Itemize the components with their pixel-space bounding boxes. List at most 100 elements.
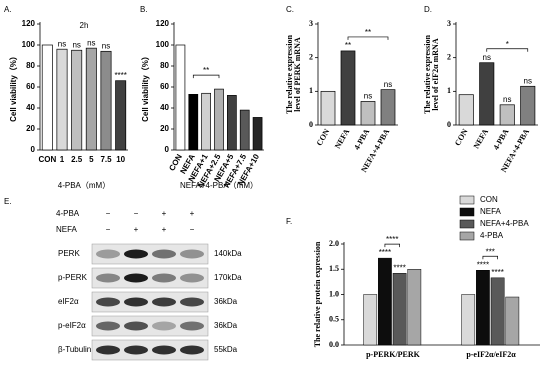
blot-strip [91, 339, 209, 361]
bar [320, 90, 336, 126]
comparison-bracket [347, 36, 389, 40]
panel-label: C. [286, 5, 294, 14]
band-size: 170kDa [214, 273, 242, 282]
bar [85, 47, 97, 151]
protein-label: eIF2α [58, 297, 79, 306]
y-tick-label: 3 [309, 19, 313, 28]
panel-label: D. [424, 5, 432, 14]
panel-label: F. [286, 217, 292, 226]
y-axis-label: level of PERK mRNA [293, 37, 302, 112]
y-tick-label: 1.5 [329, 264, 339, 273]
y-tick-label: 2 [309, 52, 313, 61]
x-tick-label: p-PERK/PERK [366, 350, 421, 359]
protein-label: β-Tubulin [58, 345, 91, 354]
treatment-sign: + [190, 209, 195, 218]
significance-label: ns [364, 92, 372, 101]
y-tick-label: 1 [447, 86, 451, 95]
comparison-label: * [506, 40, 509, 49]
y-tick-label: 60 [160, 82, 169, 91]
treatment-sign: − [106, 209, 111, 218]
treatment-sign: + [134, 225, 139, 234]
x-tick-label: NEFA [472, 127, 491, 150]
y-tick-label: 0.0 [329, 340, 339, 349]
y-tick-label: 60 [26, 82, 35, 91]
protein-label: p-PERK [58, 273, 88, 282]
y-tick-label: 100 [156, 40, 170, 49]
band-size: 55kDa [214, 345, 238, 354]
comparison-label: *** [486, 247, 495, 256]
y-tick-label: 120 [156, 19, 170, 28]
significance-label: ** [345, 41, 351, 50]
blot-band [180, 273, 204, 283]
bar [363, 294, 378, 346]
treatment-label: 4-PBA [56, 209, 80, 218]
y-tick-label: 80 [26, 61, 35, 70]
blot-band [124, 297, 148, 307]
bar [340, 50, 356, 126]
significance-label: **** [114, 71, 126, 80]
protein-label: PERK [58, 249, 80, 258]
treatment-sign: + [162, 209, 167, 218]
significance-label: ns [483, 53, 491, 62]
legend-label: NEFA+4-PBA [480, 219, 529, 228]
blot-band [180, 321, 204, 331]
bar [499, 104, 515, 126]
x-tick-label: 2.5 [71, 155, 83, 164]
y-tick-label: 20 [160, 124, 169, 133]
bar [175, 44, 186, 151]
treatment-sign: − [106, 225, 111, 234]
blot-band [152, 345, 176, 355]
bar [188, 93, 199, 151]
x-tick-label: 7.5 [100, 155, 112, 164]
significance-label: **** [393, 263, 405, 272]
bar [239, 109, 250, 151]
x-tick-label: 10 [116, 155, 125, 164]
y-tick-label: 2 [447, 52, 451, 61]
legend-swatch [459, 231, 475, 241]
significance-label: ns [524, 76, 532, 85]
blot-band [152, 321, 176, 331]
blot-band [124, 321, 148, 331]
bar [227, 95, 237, 151]
chart-title: 2h [80, 21, 89, 30]
x-axis-label: NEFA+4-PBA（mM） [180, 181, 258, 190]
comparison-bracket [384, 243, 400, 248]
significance-label: ns [503, 95, 511, 104]
panel-label: A. [4, 5, 12, 14]
x-tick-label: 4-PBA [491, 127, 510, 151]
significance-label: ns [58, 39, 66, 48]
legend-swatch [459, 219, 475, 229]
y-tick-label: 40 [26, 103, 35, 112]
bar [378, 257, 392, 346]
y-tick-label: 0 [309, 120, 313, 129]
x-tick-label: 5 [89, 155, 94, 164]
y-tick-label: 1 [309, 86, 313, 95]
significance-label: ns [87, 38, 95, 47]
bar [201, 92, 211, 151]
blot-band [124, 345, 148, 355]
blot-band [96, 297, 120, 307]
significance-label: ns [102, 41, 110, 50]
bar [458, 94, 474, 126]
x-tick-label: 4-PBA [352, 127, 371, 151]
bar [520, 85, 536, 126]
band-size: 140kDa [214, 249, 242, 258]
treatment-label: NEFA [56, 225, 78, 234]
protein-label: p-eIF2α [58, 321, 86, 330]
y-tick-label: 3 [447, 19, 451, 28]
y-tick-label: 40 [160, 103, 169, 112]
bar [380, 89, 396, 126]
blot-strip [91, 267, 209, 289]
x-tick-label: p-eIF2α/eIF2α [466, 350, 516, 359]
bar [407, 269, 422, 346]
bar [392, 273, 407, 346]
blot-band [96, 345, 120, 355]
comparison-bracket [482, 255, 498, 260]
treatment-sign: − [190, 225, 195, 234]
comparison-label: ** [203, 66, 209, 75]
bar [505, 296, 520, 346]
x-tick-label: CON [453, 127, 470, 147]
significance-label: **** [491, 268, 503, 277]
blot-band [96, 321, 120, 331]
blot-band [152, 249, 176, 259]
